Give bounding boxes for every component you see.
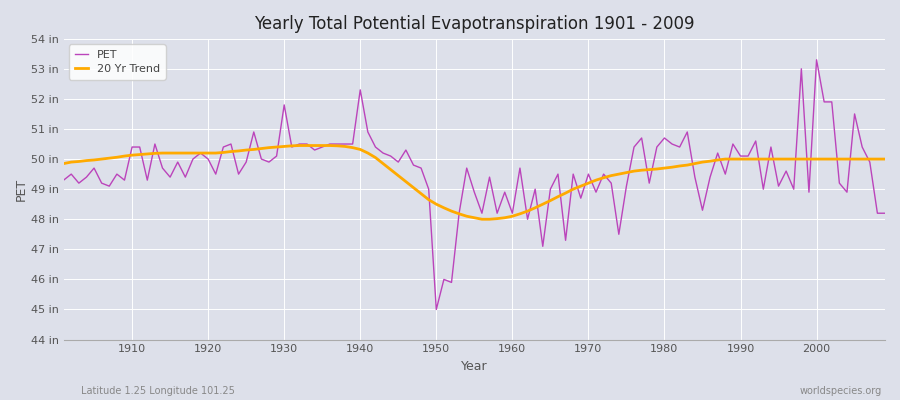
Title: Yearly Total Potential Evapotranspiration 1901 - 2009: Yearly Total Potential Evapotranspiratio… (254, 15, 695, 33)
PET (879, 211, 890, 216)
20 Yr Trend (286, 144, 297, 148)
20 Yr Trend (339, 144, 350, 149)
Text: Latitude 1.25 Longitude 101.25: Latitude 1.25 Longitude 101.25 (81, 386, 235, 396)
PET (811, 57, 822, 62)
PET (515, 166, 526, 170)
20 Yr Trend (614, 172, 625, 176)
PET (58, 178, 69, 182)
PET (507, 211, 517, 216)
20 Yr Trend (515, 212, 526, 216)
20 Yr Trend (119, 154, 130, 158)
20 Yr Trend (522, 209, 533, 214)
Line: PET: PET (64, 60, 885, 310)
X-axis label: Year: Year (461, 360, 488, 373)
PET (332, 142, 343, 146)
20 Yr Trend (879, 157, 890, 162)
Y-axis label: PET: PET (15, 178, 28, 201)
PET (119, 178, 130, 182)
Line: 20 Yr Trend: 20 Yr Trend (64, 146, 885, 219)
Legend: PET, 20 Yr Trend: PET, 20 Yr Trend (69, 44, 166, 80)
20 Yr Trend (58, 161, 69, 166)
20 Yr Trend (476, 217, 487, 222)
20 Yr Trend (294, 143, 305, 148)
PET (431, 307, 442, 312)
PET (286, 145, 297, 150)
Text: worldspecies.org: worldspecies.org (800, 386, 882, 396)
PET (606, 181, 616, 186)
